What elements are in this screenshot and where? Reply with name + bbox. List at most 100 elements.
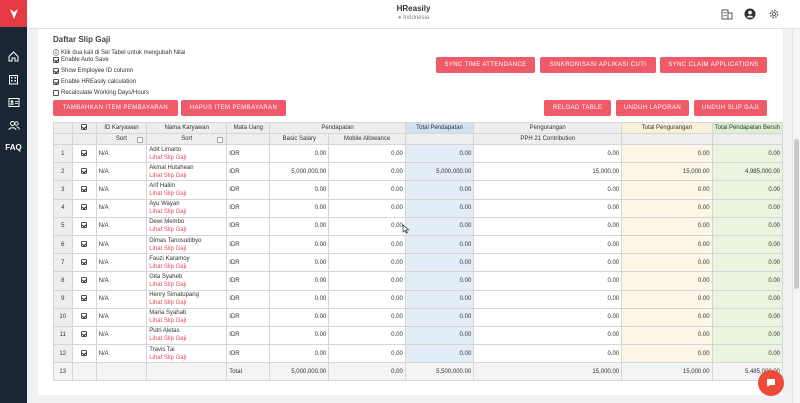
total-income-cell[interactable]: 0.00 xyxy=(404,325,475,346)
net-income-cell[interactable]: 4,985,000.00 xyxy=(711,162,784,182)
total-income-cell[interactable]: 5,000,000.00 xyxy=(404,162,475,182)
employee-id-cell[interactable]: N/A xyxy=(95,162,148,182)
row-checkbox[interactable] xyxy=(81,258,88,265)
table-row[interactable]: 8 N/A Gita Syaheb Lihat Slip Gaji IDR 0.00 0.0… xyxy=(53,271,784,291)
currency-cell[interactable]: IDR xyxy=(226,344,271,364)
mobile-allowance-cell[interactable]: 0.00 xyxy=(328,162,406,182)
table-row[interactable]: 11 N/A Putri Aletas Lihat Slip Gaji IDR 0.00 0… xyxy=(53,325,784,346)
total-deduction-cell[interactable]: 0.00 xyxy=(621,344,713,364)
row-select-cell[interactable] xyxy=(71,198,97,218)
total-income-cell[interactable]: 0.00 xyxy=(404,216,475,236)
mobile-allowance-cell[interactable]: 0.00 xyxy=(328,143,406,164)
reload-table-button[interactable]: RELOAD TABLE xyxy=(544,100,611,116)
pph21-cell[interactable]: 0.00 xyxy=(473,271,623,291)
basic-salary-cell[interactable]: 0.00 xyxy=(269,180,330,200)
row-select-cell[interactable] xyxy=(71,307,97,327)
gear-icon[interactable] xyxy=(768,8,780,20)
sidebar-item-home[interactable] xyxy=(0,45,27,68)
option-recalculate[interactable]: Recalculate Working Days/Hours xyxy=(53,90,149,96)
total-income-cell[interactable]: 0.00 xyxy=(404,289,475,309)
total-income-cell[interactable]: 0.00 xyxy=(404,271,475,291)
currency-cell[interactable]: IDR xyxy=(226,234,271,255)
total-deduction-cell[interactable]: 15,000.00 xyxy=(621,162,713,182)
col-currency[interactable]: Mata Uang xyxy=(226,122,271,134)
row-select-cell[interactable] xyxy=(71,271,97,291)
pph21-cell[interactable]: 0.00 xyxy=(473,289,623,309)
user-avatar-icon[interactable] xyxy=(744,8,756,20)
row-select-cell[interactable] xyxy=(71,162,97,182)
mobile-allowance-cell[interactable]: 0.00 xyxy=(328,325,406,346)
total-income-cell[interactable]: 0.00 xyxy=(404,307,475,327)
basic-salary-cell[interactable]: 0.00 xyxy=(269,143,330,164)
employee-name-cell[interactable]: Gita Syaheb Lihat Slip Gaji xyxy=(146,271,228,291)
basic-salary-cell[interactable]: 0.00 xyxy=(269,234,330,255)
total-deduction-cell[interactable]: 0.00 xyxy=(621,253,713,273)
delete-payment-item-button[interactable]: HAPUS ITEM PEMBAYARAN xyxy=(181,100,286,116)
currency-cell[interactable]: IDR xyxy=(226,325,271,346)
row-checkbox[interactable] xyxy=(81,240,88,247)
row-checkbox[interactable] xyxy=(81,149,88,156)
total-deduction-cell[interactable]: 0.00 xyxy=(621,180,713,200)
net-income-cell[interactable]: 0.00 xyxy=(711,253,784,273)
pph21-cell[interactable]: 0.00 xyxy=(473,253,623,273)
currency-cell[interactable]: IDR xyxy=(226,180,271,200)
row-checkbox[interactable] xyxy=(81,222,88,229)
download-payslip-button[interactable]: UNDUH SLIP GAJI xyxy=(694,100,767,116)
chat-button[interactable] xyxy=(758,370,784,396)
currency-cell[interactable]: IDR xyxy=(226,198,271,218)
net-income-cell[interactable]: 0.00 xyxy=(711,234,784,255)
table-row[interactable]: 2 N/A Akmal Hutahean Lihat Slip Gaji IDR 5,00… xyxy=(53,162,784,182)
recalculate-checkbox[interactable] xyxy=(53,90,59,96)
col-pph21[interactable]: PPH 21 Contribution xyxy=(473,133,623,145)
employee-id-cell[interactable]: N/A xyxy=(95,271,148,291)
currency-cell[interactable]: IDR xyxy=(226,253,271,273)
select-all-checkbox[interactable] xyxy=(81,124,88,130)
total-deduction-cell[interactable]: 0.00 xyxy=(621,216,713,236)
pph21-cell[interactable]: 0.00 xyxy=(473,216,623,236)
sidebar-item-company[interactable] xyxy=(0,68,27,91)
basic-salary-cell[interactable]: 0.00 xyxy=(269,289,330,309)
col-net-income[interactable]: Total Pendapatan Bersih xyxy=(711,122,784,134)
table-row[interactable]: 5 N/A Dewi Membo Lihat Slip Gaji IDR 0.00 0.00… xyxy=(53,216,784,236)
view-payslip-link[interactable]: Lihat Slip Gaji xyxy=(149,172,187,179)
row-checkbox[interactable] xyxy=(81,185,88,192)
currency-cell[interactable]: IDR xyxy=(226,289,271,309)
row-select-cell[interactable] xyxy=(71,143,97,164)
sidebar-item-faq[interactable]: FAQ xyxy=(5,143,22,152)
mobile-allowance-cell[interactable]: 0.00 xyxy=(328,307,406,327)
col-employee-id[interactable]: ID Karyawan xyxy=(95,122,148,134)
mobile-allowance-cell[interactable]: 0.00 xyxy=(328,253,406,273)
pph21-cell[interactable]: 0.00 xyxy=(473,180,623,200)
basic-salary-cell[interactable]: 0.00 xyxy=(269,271,330,291)
pph21-cell[interactable]: 0.00 xyxy=(473,143,623,164)
total-deduction-cell[interactable]: 0.00 xyxy=(621,307,713,327)
col-income[interactable]: Pendapatan xyxy=(269,122,406,134)
employee-id-cell[interactable]: N/A xyxy=(95,289,148,309)
table-row[interactable]: 1 N/A Adit Limarto Lihat Slip Gaji IDR 0.00 0.… xyxy=(53,143,784,164)
view-payslip-link[interactable]: Lihat Slip Gaji xyxy=(149,354,187,361)
option-show-employee-id[interactable]: Show Employee ID column xyxy=(53,68,133,74)
employee-name-cell[interactable]: Dewi Membo Lihat Slip Gaji xyxy=(146,216,228,236)
table-row[interactable]: 4 N/A Ayu Wayan Lihat Slip Gaji IDR 0.00 0.00 0… xyxy=(53,198,784,218)
sort-dropdown-icon[interactable] xyxy=(217,137,224,143)
view-payslip-link[interactable]: Lihat Slip Gaji xyxy=(149,190,187,197)
view-payslip-link[interactable]: Lihat Slip Gaji xyxy=(149,318,187,325)
total-deduction-cell[interactable]: 0.00 xyxy=(621,143,713,164)
col-mobile-allowance[interactable]: Mobile Allowance xyxy=(328,133,406,145)
sort-dropdown-icon[interactable] xyxy=(137,137,144,143)
net-income-cell[interactable]: 0.00 xyxy=(711,143,784,164)
organization-icon[interactable] xyxy=(721,8,733,20)
employee-id-cell[interactable]: N/A xyxy=(95,325,148,346)
row-select-cell[interactable] xyxy=(71,325,97,346)
show-employee-id-checkbox[interactable] xyxy=(53,68,59,74)
total-income-cell[interactable]: 0.00 xyxy=(404,344,475,364)
auto-save-checkbox[interactable] xyxy=(53,57,59,63)
total-income-cell[interactable]: 0.00 xyxy=(404,180,475,200)
total-deduction-cell[interactable]: 0.00 xyxy=(621,289,713,309)
net-income-cell[interactable]: 0.00 xyxy=(711,216,784,236)
employee-name-cell[interactable]: Fauzi Karamoy Lihat Slip Gaji xyxy=(146,253,228,273)
pph21-cell[interactable]: 0.00 xyxy=(473,344,623,364)
row-select-cell[interactable] xyxy=(71,180,97,200)
option-auto-save[interactable]: Enable Auto Save xyxy=(53,57,109,63)
sort-name-cell[interactable]: Sort xyxy=(146,133,228,145)
